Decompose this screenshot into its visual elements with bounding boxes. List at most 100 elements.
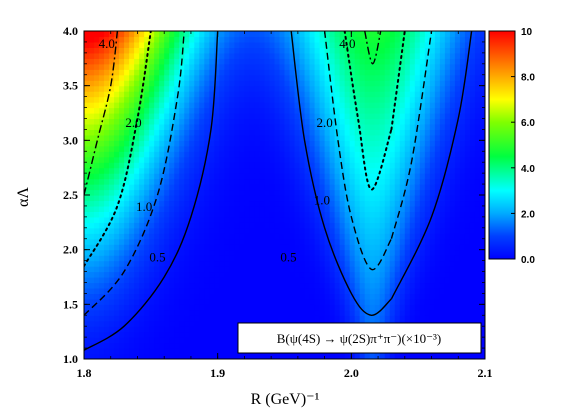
heat-cell: [254, 85, 261, 92]
heat-cell: [354, 195, 361, 202]
heat-cell: [439, 47, 446, 54]
heat-cell: [329, 315, 336, 322]
heat-cell: [384, 233, 391, 240]
heat-cell: [249, 156, 256, 163]
heat-cell: [179, 277, 185, 284]
heat-cell: [189, 102, 195, 109]
heat-cell: [454, 36, 461, 43]
heat-cell: [124, 315, 130, 322]
heat-cell: [289, 227, 296, 234]
heat-cell: [374, 205, 381, 212]
heat-cell: [164, 337, 170, 344]
heat-cell: [269, 353, 276, 359]
heat-cell: [464, 134, 471, 141]
heat-cell: [259, 178, 266, 185]
heat-cell: [349, 167, 356, 174]
heat-cell: [194, 309, 200, 316]
heat-cell: [219, 266, 225, 273]
heat-cell: [204, 211, 210, 218]
heat-cell: [359, 211, 366, 218]
heat-cell: [479, 331, 485, 338]
heat-cell: [94, 282, 100, 289]
heat-cell: [309, 63, 316, 70]
heat-cell: [384, 85, 391, 92]
heat-cell: [189, 36, 195, 43]
heat-cell: [184, 47, 190, 54]
heat-cell: [274, 287, 281, 294]
heat-cell: [259, 47, 266, 54]
heat-cell: [349, 173, 356, 180]
heat-cell: [439, 140, 446, 147]
heat-cell: [334, 249, 341, 256]
heat-cell: [404, 282, 411, 289]
heat-cell: [164, 233, 170, 240]
heat-cell: [464, 260, 471, 267]
heat-cell: [304, 205, 311, 212]
heat-cell: [249, 173, 256, 180]
heat-cell: [114, 320, 120, 327]
heat-cell: [344, 353, 351, 359]
heat-cell: [359, 36, 366, 43]
heat-cell: [439, 216, 446, 223]
heat-cell: [304, 74, 311, 81]
heat-cell: [284, 216, 291, 223]
heat-cell: [104, 129, 110, 136]
heat-cell: [379, 211, 386, 218]
heat-cell: [174, 342, 180, 349]
heat-cell: [384, 113, 391, 120]
heat-cell: [254, 36, 261, 43]
heat-cell: [389, 91, 396, 98]
heat-cell: [274, 80, 281, 87]
heat-cell: [159, 63, 165, 70]
heat-cell: [329, 156, 336, 163]
heat-cell: [249, 31, 256, 38]
heat-cell: [134, 156, 140, 163]
heat-cell: [369, 31, 376, 38]
heat-cell: [304, 293, 311, 300]
heat-cell: [369, 145, 376, 152]
heat-cell: [474, 69, 481, 76]
heat-cell: [349, 287, 356, 294]
heat-cell: [134, 178, 140, 185]
heat-cell: [109, 162, 115, 169]
heat-cell: [229, 337, 235, 344]
heat-cell: [434, 287, 441, 294]
heat-cell: [104, 162, 110, 169]
heat-cell: [224, 156, 230, 163]
heat-cell: [134, 184, 140, 191]
heat-cell: [239, 58, 245, 65]
heat-cell: [259, 189, 266, 196]
heat-cell: [99, 96, 105, 103]
heat-cell: [134, 277, 140, 284]
heat-cell: [204, 266, 210, 273]
heat-cell: [429, 107, 436, 114]
heat-cell: [464, 102, 471, 109]
heat-cell: [434, 118, 441, 125]
heat-cell: [434, 123, 441, 130]
heat-cell: [399, 118, 406, 125]
heat-cell: [404, 91, 411, 98]
heat-cell: [444, 91, 451, 98]
heat-cell: [224, 287, 230, 294]
heat-cell: [304, 255, 311, 262]
heat-cell: [454, 238, 461, 245]
heat-cell: [374, 266, 381, 273]
heat-cell: [174, 271, 180, 278]
heat-cell: [179, 52, 185, 59]
heat-cell: [154, 309, 160, 316]
heat-cell: [259, 156, 266, 163]
heat-cell: [154, 277, 160, 284]
heat-cell: [124, 260, 130, 267]
heat-cell: [389, 107, 396, 114]
heat-cell: [284, 353, 291, 359]
heat-cell: [109, 85, 115, 92]
heat-cell: [154, 91, 160, 98]
heat-cell: [269, 227, 276, 234]
heat-cell: [109, 298, 115, 305]
contour-label: 0.5: [149, 249, 165, 264]
heat-cell: [324, 255, 331, 262]
heat-cell: [289, 315, 296, 322]
heat-cell: [404, 80, 411, 87]
heat-cell: [434, 41, 441, 48]
heat-cell: [159, 260, 165, 267]
